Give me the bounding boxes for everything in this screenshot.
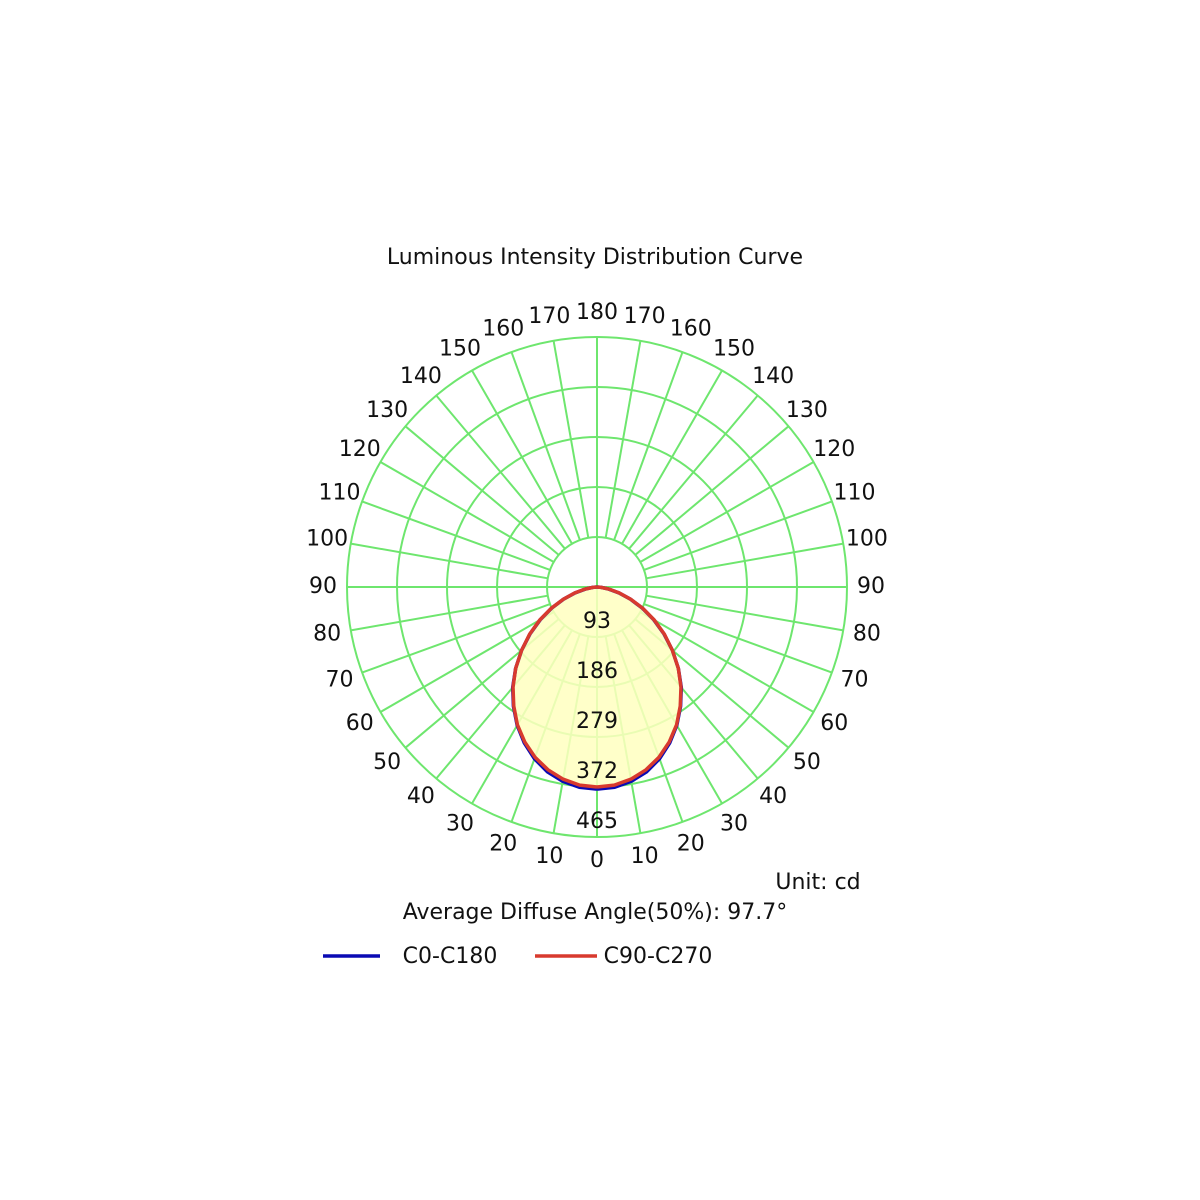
angle-label: 170 — [624, 304, 666, 329]
angle-label: 70 — [840, 668, 868, 693]
angle-label: 120 — [339, 437, 381, 462]
angle-label: 60 — [346, 711, 374, 736]
angle-label: 100 — [846, 526, 888, 551]
grid-spoke — [646, 542, 844, 580]
radial-label: 93 — [583, 609, 611, 634]
angle-label: 120 — [813, 437, 855, 462]
angle-label: 80 — [313, 622, 341, 647]
grid-spoke — [643, 500, 833, 571]
angle-label: 40 — [407, 784, 435, 809]
unit-label: Unit: cd — [775, 870, 860, 895]
grid-spoke — [361, 603, 551, 674]
angle-label: 150 — [439, 337, 481, 362]
legend-label: C0-C180 — [403, 944, 498, 969]
grid-spoke — [552, 340, 590, 538]
angle-label: 90 — [857, 574, 885, 599]
angle-label: 150 — [713, 337, 755, 362]
curve-fill — [513, 587, 681, 787]
grid-spoke — [404, 425, 560, 556]
angle-label: 20 — [677, 831, 705, 856]
angle-label: 140 — [400, 364, 442, 389]
angle-label: 110 — [319, 480, 361, 505]
grid-spoke — [435, 394, 566, 550]
grid-spoke — [350, 594, 548, 632]
grid-spoke — [350, 542, 548, 580]
angle-label: 10 — [631, 844, 659, 869]
intensity-curve — [596, 585, 683, 789]
angle-label: 130 — [366, 398, 408, 423]
angle-label: 60 — [820, 711, 848, 736]
grid-spoke — [379, 611, 555, 713]
grid-spoke — [646, 594, 844, 632]
radial-label: 186 — [576, 659, 618, 684]
grid-spoke — [628, 394, 759, 550]
grid-spoke — [361, 500, 551, 571]
angle-label: 170 — [528, 304, 570, 329]
annotation: Average Diffuse Angle(50%): 97.7° — [403, 900, 788, 925]
angle-label: 160 — [482, 317, 524, 342]
grid-spoke — [643, 603, 833, 674]
grid-spoke — [634, 425, 790, 556]
angle-label: 160 — [670, 317, 712, 342]
grid-spoke — [379, 461, 555, 563]
radial-label: 465 — [576, 809, 618, 834]
angle-label: 0 — [590, 848, 604, 873]
angle-label: 90 — [309, 574, 337, 599]
angle-label: 30 — [446, 811, 474, 836]
intensity-curve — [511, 585, 598, 789]
grid-spoke — [639, 461, 815, 563]
angle-label: 50 — [793, 750, 821, 775]
radial-label: 279 — [576, 709, 618, 734]
grid-spoke — [471, 369, 573, 545]
angle-label: 130 — [786, 398, 828, 423]
angle-label: 100 — [306, 526, 348, 551]
angle-label: 30 — [720, 811, 748, 836]
angle-label: 110 — [833, 480, 875, 505]
angle-label: 10 — [535, 844, 563, 869]
angle-label: 180 — [576, 300, 618, 325]
grid-spoke — [621, 369, 723, 545]
grid-spoke — [639, 611, 815, 713]
angle-label: 80 — [853, 622, 881, 647]
angle-label: 70 — [326, 668, 354, 693]
radial-label: 372 — [576, 759, 618, 784]
chart-title: Luminous Intensity Distribution Curve — [387, 245, 803, 270]
grid-spoke — [510, 351, 581, 541]
angle-label: 40 — [759, 784, 787, 809]
legend-label: C90-C270 — [604, 944, 713, 969]
angle-label: 140 — [752, 364, 794, 389]
grid-spoke — [613, 351, 684, 541]
angle-label: 50 — [373, 750, 401, 775]
grid-spoke — [604, 340, 642, 538]
angle-label: 20 — [489, 831, 517, 856]
